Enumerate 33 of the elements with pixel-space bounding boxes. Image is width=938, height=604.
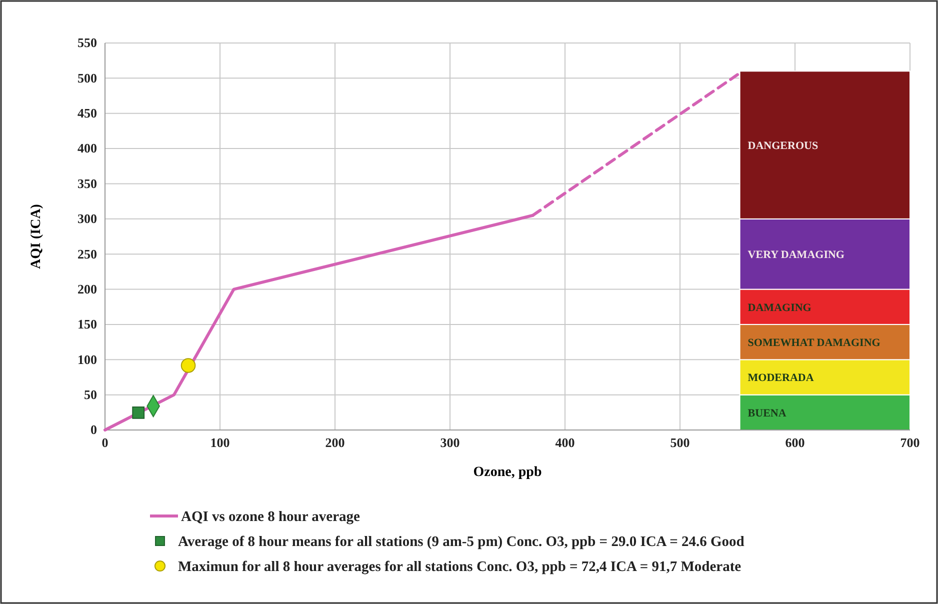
y-tick-label: 150 [78, 316, 97, 332]
band-label: VERY DAMAGING [748, 249, 845, 262]
legend-label: Maximun for all 8 hour averages for all stations Conc. O3, ppb = 72,4 ICA = 91,7 Moderate [178, 559, 742, 575]
point [132, 406, 145, 419]
x-tick-label: 200 [325, 435, 345, 450]
band-label: MODERADA [748, 372, 814, 384]
band-label: DANGEROUS [748, 140, 818, 152]
y-tick-label: 400 [78, 140, 97, 156]
y-tick-label: 50 [84, 386, 97, 402]
y-tick-label: 100 [78, 352, 97, 367]
x-tick-label: 500 [670, 435, 690, 450]
x-tick-label: 0 [102, 435, 108, 450]
x-tick-label: 600 [785, 435, 805, 450]
point [180, 358, 196, 373]
y-tick-label: 450 [78, 106, 97, 121]
x-tick-label: 400 [555, 435, 575, 450]
y-tick-label: 200 [78, 281, 97, 296]
y-tick-label: 250 [78, 246, 97, 262]
legend-label: Average of 8 hour means for all stations (9 am-5 pm) Conc. O3, ppb = 29.0 ICA = 24.6 Good [178, 534, 744, 550]
y-axis-title: AQI (ICA) [29, 204, 44, 269]
y-tick-label: 550 [78, 35, 97, 50]
x-tick-label: 300 [440, 435, 460, 450]
band-label: SOMEWHAT DAMAGING [748, 337, 881, 350]
x-tick-label: 100 [210, 435, 230, 450]
y-tick-label: 300 [78, 211, 97, 226]
band-label: DAMAGING [748, 302, 812, 314]
y-tick-label: 0 [90, 422, 97, 438]
y-tick-label: 500 [78, 70, 97, 86]
legend-label: AQI vs ozone 8 hour average [181, 509, 361, 525]
x-axis-title: Ozone, ppb [473, 465, 542, 480]
x-tick-label: 700 [900, 435, 920, 450]
y-tick-label: 350 [78, 176, 97, 191]
band-label: BUENA [748, 407, 786, 420]
